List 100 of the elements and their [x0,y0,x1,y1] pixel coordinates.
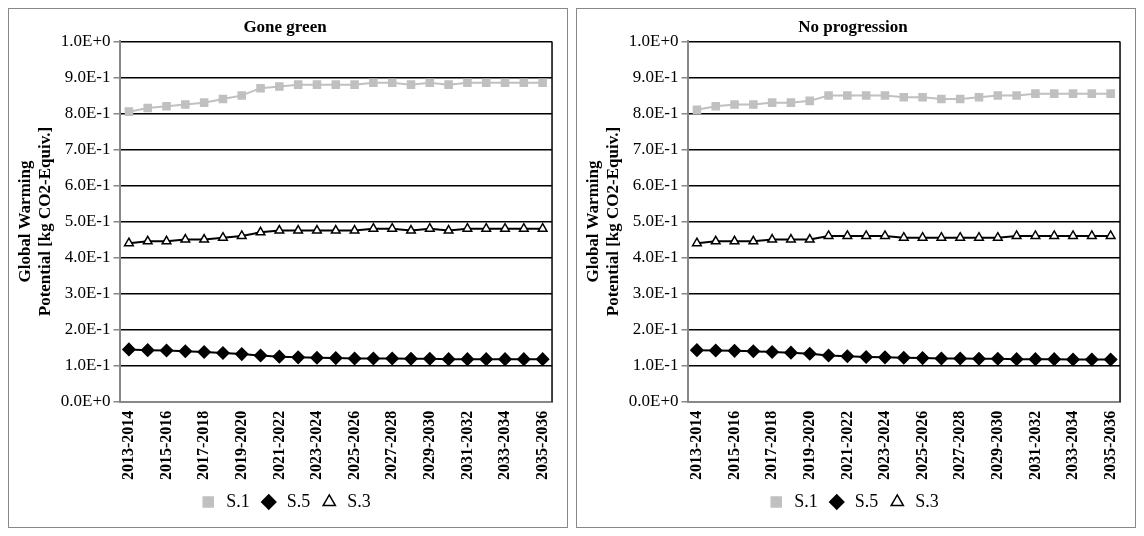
y-tick-label: 0.0E+0 [628,391,679,411]
point [460,352,475,366]
point [691,237,702,247]
point [178,344,193,358]
y-tick-label: 0.0E+0 [60,391,111,411]
point [274,224,285,234]
point [350,80,359,89]
point [366,351,381,366]
point [405,224,417,234]
point [991,352,1005,366]
y-tick-label: 8.0E-1 [632,102,679,122]
point [1105,230,1116,240]
chart-title: No progression [798,16,909,36]
point [537,222,548,232]
point [974,92,984,102]
point [293,80,303,89]
y-tick-label: 7.0E-1 [64,138,111,158]
point [481,222,492,232]
point [1028,352,1043,366]
point [899,92,909,102]
y-tick-label: 6.0E-1 [64,174,111,194]
point [519,78,529,88]
point [1103,352,1118,367]
x-tick-label: 2015-2016 [156,410,174,480]
point [953,351,967,366]
point [180,233,191,243]
point [236,230,247,240]
point [217,232,229,241]
point [955,94,965,104]
x-tick-label: 2027-2028 [382,410,400,480]
point [181,100,190,109]
point [368,222,379,232]
x-tick-label: 2027-2028 [950,410,968,480]
point [140,343,155,357]
point [330,224,341,234]
legend-label: S.1 [794,490,818,511]
point [972,352,986,366]
point [123,237,134,247]
point [992,232,1003,241]
x-tick-label: 2013-2014 [687,410,705,480]
point [915,351,930,365]
point [749,100,758,109]
point [843,91,852,100]
chart-title: Gone green [243,16,328,36]
point [1047,352,1061,366]
point [1067,230,1079,240]
point [690,343,704,357]
point [861,230,872,240]
point [161,235,172,245]
y-tick-label: 5.0E-1 [64,211,111,230]
point [1011,230,1022,240]
point [1049,230,1060,240]
point [993,91,1003,100]
point [122,342,136,357]
y-tick-label: 1.0E-1 [632,355,679,375]
point [404,352,418,366]
point [1012,91,1021,100]
point [879,230,891,240]
x-tick-label: 2019-2020 [799,410,817,480]
point [878,350,892,365]
legend-label: S.5 [286,490,311,511]
point [329,351,343,365]
point [272,349,287,364]
point [918,92,927,102]
point [423,352,437,366]
point [805,96,815,106]
point [711,101,721,111]
point [708,343,723,358]
point [253,348,268,363]
point [349,224,360,234]
point [199,98,209,107]
point [955,232,966,241]
x-tick-label: 2029-2030 [419,410,437,480]
point [425,78,435,88]
point [538,78,547,88]
y-tick-label: 3.0E-1 [64,283,111,303]
point [861,91,871,100]
point [406,80,416,89]
x-tick-label: 2013-2014 [119,410,137,480]
legend-label: S.1 [226,490,250,511]
point [387,78,397,88]
y-tick-label: 1.0E-1 [64,355,111,375]
y-tick-label: 1.0E+0 [60,30,111,50]
x-tick-label: 2031-2032 [1025,410,1043,480]
x-tick-label: 2017-2018 [762,410,780,480]
point [291,350,305,365]
y-tick-label: 7.0E-1 [632,138,679,158]
x-tick-label: 2021-2022 [269,410,287,480]
y-tick-label: 4.0E-1 [64,247,111,267]
point [765,345,779,359]
point [255,226,266,236]
point [1030,230,1041,240]
y-tick-label: 4.0E-1 [632,247,679,267]
point [1087,89,1097,98]
point [1009,352,1024,366]
x-tick-label: 2015-2016 [724,410,742,480]
point [1106,89,1115,98]
point [1086,230,1097,240]
point [256,83,265,93]
point [369,78,378,88]
